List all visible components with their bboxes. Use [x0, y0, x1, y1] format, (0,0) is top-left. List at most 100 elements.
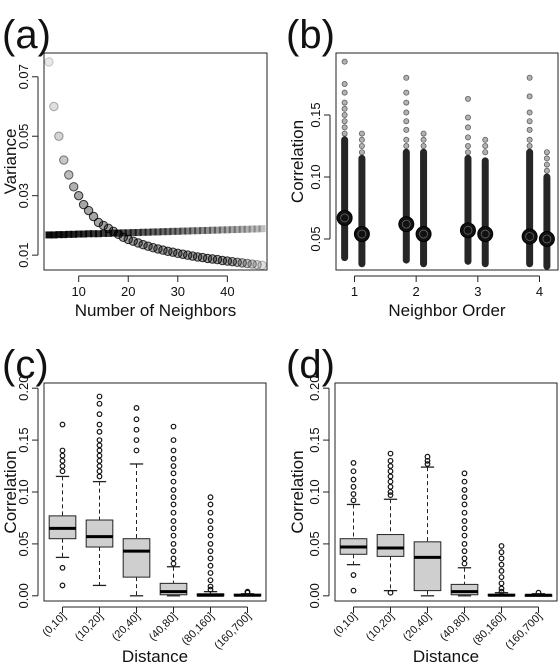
- panel-a-circle-point: [128, 236, 138, 246]
- panel-a-y-tick-label: 0.05: [16, 124, 31, 149]
- panel-c-outlier-point: [96, 473, 103, 480]
- panel-a-circle-point: [98, 220, 109, 231]
- panel-d-outlier-point: [461, 555, 468, 562]
- panel-b-y-tick-label: 0.15: [308, 102, 323, 127]
- panel-a-square-point: [75, 230, 83, 238]
- panel-d-outlier-point: [461, 525, 468, 532]
- panel-d-outlier-point: [461, 560, 468, 567]
- panel-d-outlier-point: [461, 470, 468, 477]
- panel-b-outlier-point: [543, 149, 550, 156]
- panel-a-square-point: [124, 229, 132, 237]
- panel-c-x-tick-label: (80,160]: [180, 611, 217, 648]
- panel-c-outlier-point: [244, 589, 251, 596]
- panel-b-outlier-point: [358, 142, 365, 149]
- panel-b-outlier-point: [358, 130, 365, 137]
- panel-c-y-tick-label: 0.05: [16, 531, 31, 556]
- panel-b-outlier-point: [403, 118, 410, 125]
- panel-b-mean-point: [415, 226, 432, 243]
- panel-a-square-point: [149, 228, 157, 236]
- panel-c-outlier-point: [59, 582, 66, 589]
- panel-b-outlier-point: [341, 58, 348, 65]
- panel-a-x-tick-label: 20: [121, 284, 135, 299]
- panel-d-x-tick-label: (80,160]: [471, 611, 508, 648]
- panel-c-x-tick-label: (10,20]: [73, 611, 106, 644]
- panel-c-outlier-point: [170, 470, 177, 477]
- panel-a-square-point: [189, 227, 197, 235]
- panel-b-outlier-point: [403, 99, 410, 106]
- panel-c-outlier-point: [170, 541, 177, 547]
- panel-d-outlier-point: [350, 497, 357, 504]
- panel-a-square-point: [174, 227, 182, 235]
- panel-c-outlier-point: [59, 421, 66, 428]
- panel-d-x-tick-label: (0,10]: [331, 611, 359, 639]
- panel-b-y-label: Correlation: [288, 120, 307, 203]
- panel-d-y-label: Correlation: [288, 450, 307, 533]
- panel-a-circle-point: [118, 232, 128, 243]
- panel-d-outlier-point: [461, 532, 468, 539]
- panel-b-frame: [335, 52, 559, 271]
- panel-c-outlier-point: [170, 463, 177, 469]
- panel-a-square-point: [204, 226, 212, 234]
- panel-c-outlier-point: [96, 452, 103, 459]
- panel-c-outlier-point: [170, 494, 177, 501]
- panel-a-square-point: [45, 231, 53, 239]
- panel-b-y-tick-label: 0.05: [308, 226, 323, 251]
- panel-c-outlier-point: [170, 423, 177, 430]
- panel-d-outlier-point: [535, 589, 542, 596]
- panel-d-outlier-point: [461, 518, 468, 524]
- panel-b-mean-point: [398, 216, 415, 233]
- panel-c-box: [85, 519, 114, 548]
- panel-a-square-point: [243, 225, 251, 233]
- panel-b-outlier-point: [464, 95, 471, 102]
- panel-d-outlier-point: [350, 491, 357, 497]
- panel-b-outlier-point: [341, 105, 348, 112]
- panel-d-outlier-point: [350, 483, 357, 490]
- panel-c-x-tick-label: (40,80]: [147, 611, 180, 644]
- panel-a-square-point: [85, 230, 93, 238]
- panel-d-outlier-point: [387, 450, 394, 457]
- panel-b-x-tick-label: 3: [474, 284, 481, 299]
- panel-c-outlier-point: [207, 570, 214, 576]
- panel-d-box: [413, 541, 442, 592]
- panel-d-outlier-point: [387, 473, 394, 480]
- panel-a-circle-point: [59, 155, 69, 165]
- panel-c-outlier-point: [207, 525, 214, 532]
- panel-c-outlier-point: [207, 541, 214, 547]
- panel-d-outlier-point: [498, 549, 505, 556]
- panel-c-outlier-point: [170, 447, 177, 454]
- panel-letter: (d): [286, 343, 335, 387]
- panel-c-outlier-point: [207, 494, 214, 501]
- panel-a-square-point: [114, 229, 122, 237]
- panel-d-x-tick-label: (20,40]: [401, 611, 434, 644]
- panel-c-outlier-point: [59, 457, 66, 464]
- panel-b-outlier-point: [482, 142, 489, 149]
- panel-a-y-label: Variance: [1, 129, 20, 195]
- panel-d-outlier-point: [350, 572, 357, 578]
- panel-b-mean-point: [521, 228, 538, 245]
- panel-c-outlier-point: [133, 405, 140, 411]
- panel-c-outlier-point: [96, 421, 103, 428]
- panel-c-outlier-point: [133, 416, 140, 423]
- panel-c-outlier-point: [59, 463, 66, 469]
- panel-b-outlier-point: [341, 118, 348, 125]
- panel-a-x-tick-label: 40: [220, 284, 234, 299]
- panel-d-y-tick-label: 0.05: [307, 531, 322, 556]
- panel-c-outlier-point: [170, 548, 177, 555]
- panel-c-outlier-point: [170, 509, 177, 516]
- panel-a-circle-point: [252, 259, 262, 270]
- panel-d-outlier-point: [387, 489, 394, 495]
- panel-c-outlier-point: [96, 428, 103, 435]
- panel-c-box: [159, 582, 188, 596]
- panel-a-frame: [43, 52, 268, 271]
- panel-c-outlier-point: [170, 532, 177, 539]
- panel-b-outlier-point: [403, 136, 410, 143]
- panel-b-mean-point: [459, 222, 476, 239]
- panel-a-square-point: [109, 229, 117, 237]
- panel-c-outlier-point: [207, 501, 214, 508]
- panel-d-outlier-point: [498, 543, 505, 549]
- panel-b-outlier-point: [464, 124, 471, 131]
- panel-d-y-tick-label: 0.00: [307, 583, 322, 608]
- panel-b-outlier-point: [403, 109, 410, 116]
- panel-c-outlier-point: [207, 583, 214, 590]
- panel-a-circle-point: [73, 190, 84, 201]
